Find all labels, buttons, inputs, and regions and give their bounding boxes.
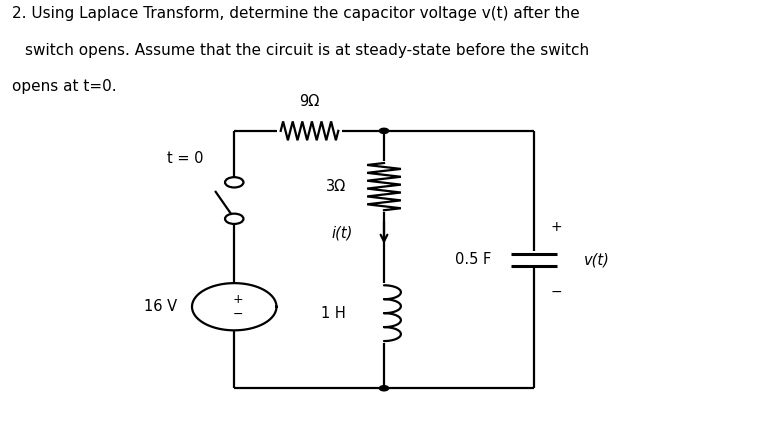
Text: 9Ω: 9Ω xyxy=(300,94,319,109)
Circle shape xyxy=(379,386,389,391)
Text: +: + xyxy=(551,221,562,234)
Circle shape xyxy=(225,177,243,187)
Circle shape xyxy=(379,128,389,133)
Text: −: − xyxy=(233,308,243,321)
Text: 2. Using Laplace Transform, determine the capacitor voltage v(t) after the: 2. Using Laplace Transform, determine th… xyxy=(12,6,579,21)
Text: 16 V: 16 V xyxy=(144,299,177,314)
Text: i(t): i(t) xyxy=(332,225,353,240)
Text: +: + xyxy=(233,293,243,305)
Text: t = 0: t = 0 xyxy=(167,151,204,166)
Text: v(t): v(t) xyxy=(584,252,610,267)
Text: 1 H: 1 H xyxy=(321,306,346,320)
Text: −: − xyxy=(551,285,562,299)
Text: 0.5 F: 0.5 F xyxy=(455,252,492,267)
Text: 3Ω: 3Ω xyxy=(326,179,346,194)
Text: switch opens. Assume that the circuit is at steady-state before the switch: switch opens. Assume that the circuit is… xyxy=(25,43,590,58)
Circle shape xyxy=(225,214,243,224)
Text: opens at t=0.: opens at t=0. xyxy=(12,79,116,94)
